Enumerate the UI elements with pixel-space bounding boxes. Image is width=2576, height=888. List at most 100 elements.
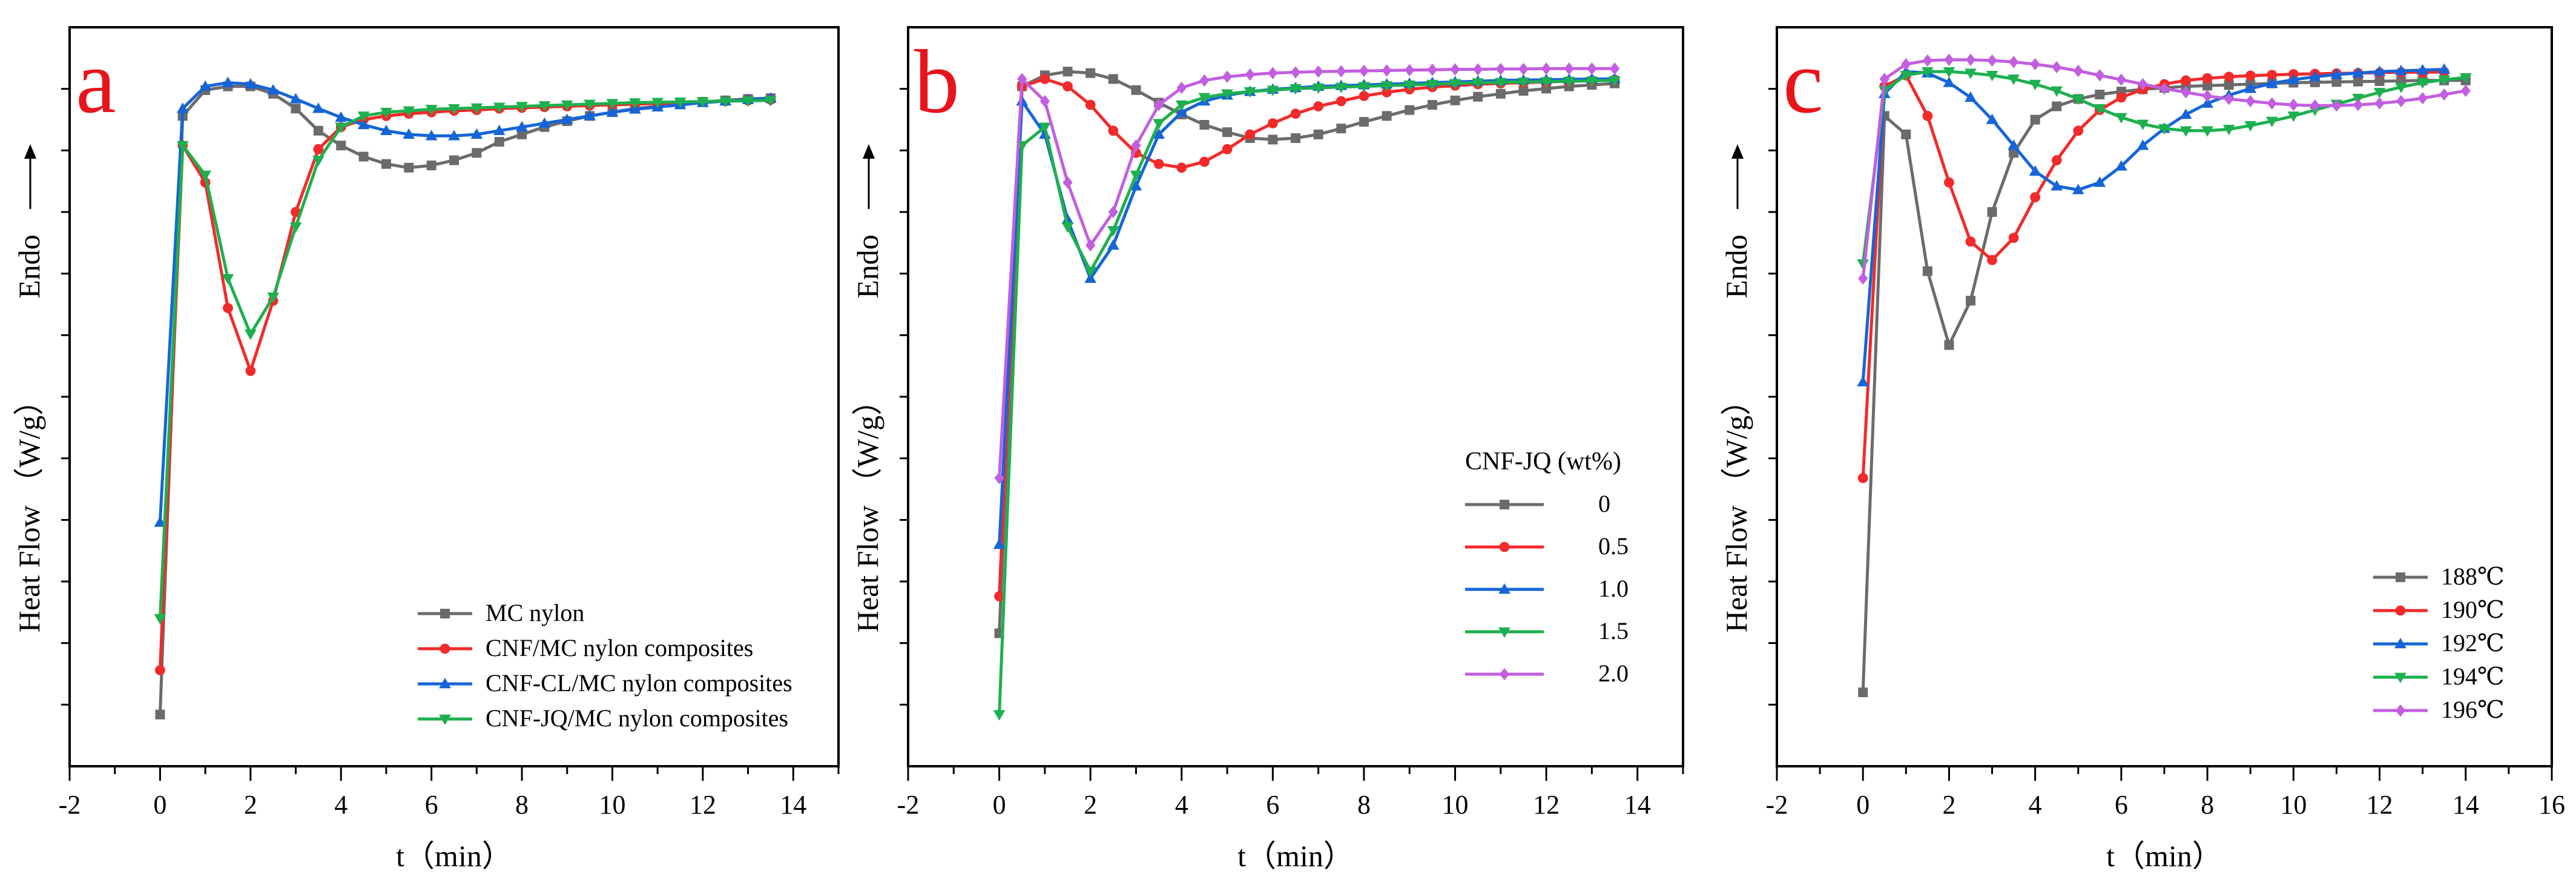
data-point (1108, 74, 1118, 84)
data-point (199, 80, 211, 91)
legend-marker (1500, 500, 1509, 509)
data-point (1130, 170, 1142, 182)
legend-entry: 188℃ (2441, 563, 2505, 590)
data-point (538, 101, 551, 112)
legend-entry: 2.0 (1598, 660, 1629, 687)
data-point (494, 137, 504, 147)
legend-entry: 190℃ (2441, 596, 2505, 623)
data-point (1153, 98, 1164, 111)
data-point (2416, 64, 2429, 75)
legend-marker (2394, 672, 2406, 684)
data-point (1965, 236, 1976, 247)
legend-marker (2395, 605, 2406, 616)
legend-marker (1499, 668, 1510, 681)
data-point (1153, 159, 1164, 170)
endo-annotation: Endo (851, 234, 884, 299)
data-point (1380, 81, 1393, 92)
data-point (1061, 222, 1074, 233)
x-tick-label: 4 (1175, 790, 1188, 820)
data-point (267, 293, 280, 303)
data-point (1336, 124, 1346, 134)
data-point (1473, 91, 1483, 102)
data-point (2417, 91, 2428, 105)
data-point (449, 155, 459, 165)
data-point (2244, 82, 2257, 93)
data-point (1244, 87, 1256, 98)
data-point (538, 117, 551, 128)
x-tick-label: 4 (2029, 790, 2042, 820)
data-point (1879, 73, 1889, 85)
data-point (1563, 76, 1575, 88)
data-point (2222, 125, 2235, 136)
data-point (1358, 82, 1370, 93)
data-point (1107, 226, 1119, 237)
legend: 188℃ 190℃ 192℃ 194℃ 196℃ (2373, 563, 2505, 723)
data-point (1541, 62, 1552, 75)
data-point (2052, 61, 2062, 74)
data-point (2072, 184, 2084, 194)
data-point (1427, 100, 1437, 110)
data-point (719, 96, 732, 108)
x-tick-label: 4 (334, 790, 348, 820)
data-point (2416, 78, 2429, 89)
data-point (2309, 70, 2321, 81)
legend-entry: CNF/MC nylon composites (486, 634, 753, 661)
data-point (267, 84, 280, 94)
data-point (1313, 101, 1324, 111)
data-point (1405, 105, 1415, 115)
data-point (2158, 124, 2170, 135)
legend-marker (1498, 583, 1510, 594)
data-point (1944, 340, 1954, 350)
data-point (2159, 82, 2170, 95)
data-point (1987, 54, 1997, 67)
data-point (403, 106, 415, 117)
data-point (357, 119, 370, 130)
data-point (1062, 67, 1073, 77)
x-tick-label: 10 (2280, 790, 2307, 820)
data-point (245, 365, 256, 376)
data-point (2138, 78, 2148, 91)
data-point (1176, 162, 1187, 173)
data-point (1966, 296, 1975, 306)
data-point (2136, 119, 2149, 130)
data-point (2331, 99, 2342, 112)
data-point (2459, 73, 2472, 84)
x-tick-label: 8 (2201, 790, 2214, 820)
data-point (1336, 96, 1346, 107)
data-point (381, 159, 391, 169)
data-point (291, 104, 301, 114)
legend-entry: 194℃ (2441, 663, 2505, 690)
x-tick-label: 0 (153, 790, 166, 820)
series-1.5 (993, 76, 1621, 721)
data-point (1245, 129, 1256, 140)
data-point (1017, 73, 1027, 85)
data-point (1222, 70, 1233, 83)
panel-c: -2 0 2 4 6 8 10 12 14 16 t（min） Heat Flow （W/g） Endo… (1719, 26, 2565, 873)
data-point (223, 303, 233, 313)
data-point (2052, 101, 2062, 111)
data-point (561, 113, 573, 124)
data-point (1922, 266, 1932, 276)
data-point (2072, 94, 2084, 105)
x-tick-label: -2 (897, 790, 920, 820)
data-point (2030, 114, 2040, 125)
series-line (158, 99, 771, 619)
data-point (380, 124, 392, 136)
data-point (1900, 71, 1912, 82)
series-CNF-JQ/MC nylon composites (154, 96, 777, 625)
data-point (606, 99, 619, 110)
data-point (2395, 64, 2407, 76)
data-point (1175, 100, 1188, 111)
data-point (2008, 56, 2019, 68)
x-tick-label: 8 (1357, 790, 1371, 820)
data-point (2179, 108, 2192, 119)
data-point (2288, 98, 2299, 111)
data-point (993, 538, 1006, 549)
data-point (1587, 62, 1597, 75)
data-point (1062, 176, 1073, 189)
data-point (1359, 117, 1369, 127)
data-point (403, 128, 415, 139)
legend-marker (1498, 627, 1510, 638)
legend-title: CNF-JQ (wt%) (1465, 448, 1621, 475)
data-point (312, 156, 324, 167)
